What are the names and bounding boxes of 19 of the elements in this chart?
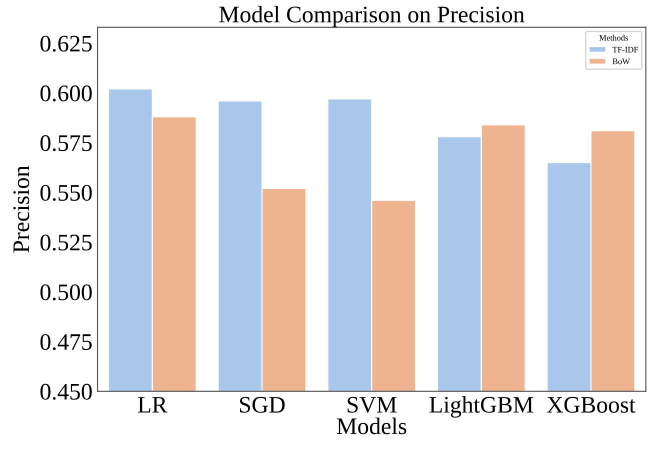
y-tick-label: 0.500 xyxy=(40,284,92,300)
y-axis-title: Precision xyxy=(13,166,30,253)
legend-label: BoW xyxy=(612,58,630,64)
x-tick-label: LR xyxy=(138,397,168,413)
y-tick-label: 0.625 xyxy=(40,36,92,52)
y-tick-label: 0.575 xyxy=(40,135,92,152)
legend-label: TF-IDF xyxy=(612,46,638,52)
y-tick-label: 0.550 xyxy=(40,184,92,201)
y-tick-label: 0.525 xyxy=(40,234,92,251)
x-tick-label: SGD xyxy=(240,396,285,413)
x-axis-title: Models xyxy=(336,418,406,434)
legend-title: Methods xyxy=(599,34,628,41)
y-tick-label: 0.450 xyxy=(40,384,92,400)
x-tick-label: XGBoost xyxy=(546,396,636,413)
chart-title: Model Comparison on Precision xyxy=(219,6,524,28)
y-tick-label: 0.600 xyxy=(40,85,92,102)
y-tick-label: 0.475 xyxy=(40,334,92,350)
x-tick-label: LightGBM xyxy=(430,396,534,418)
x-tick-label: SVM xyxy=(348,396,397,413)
